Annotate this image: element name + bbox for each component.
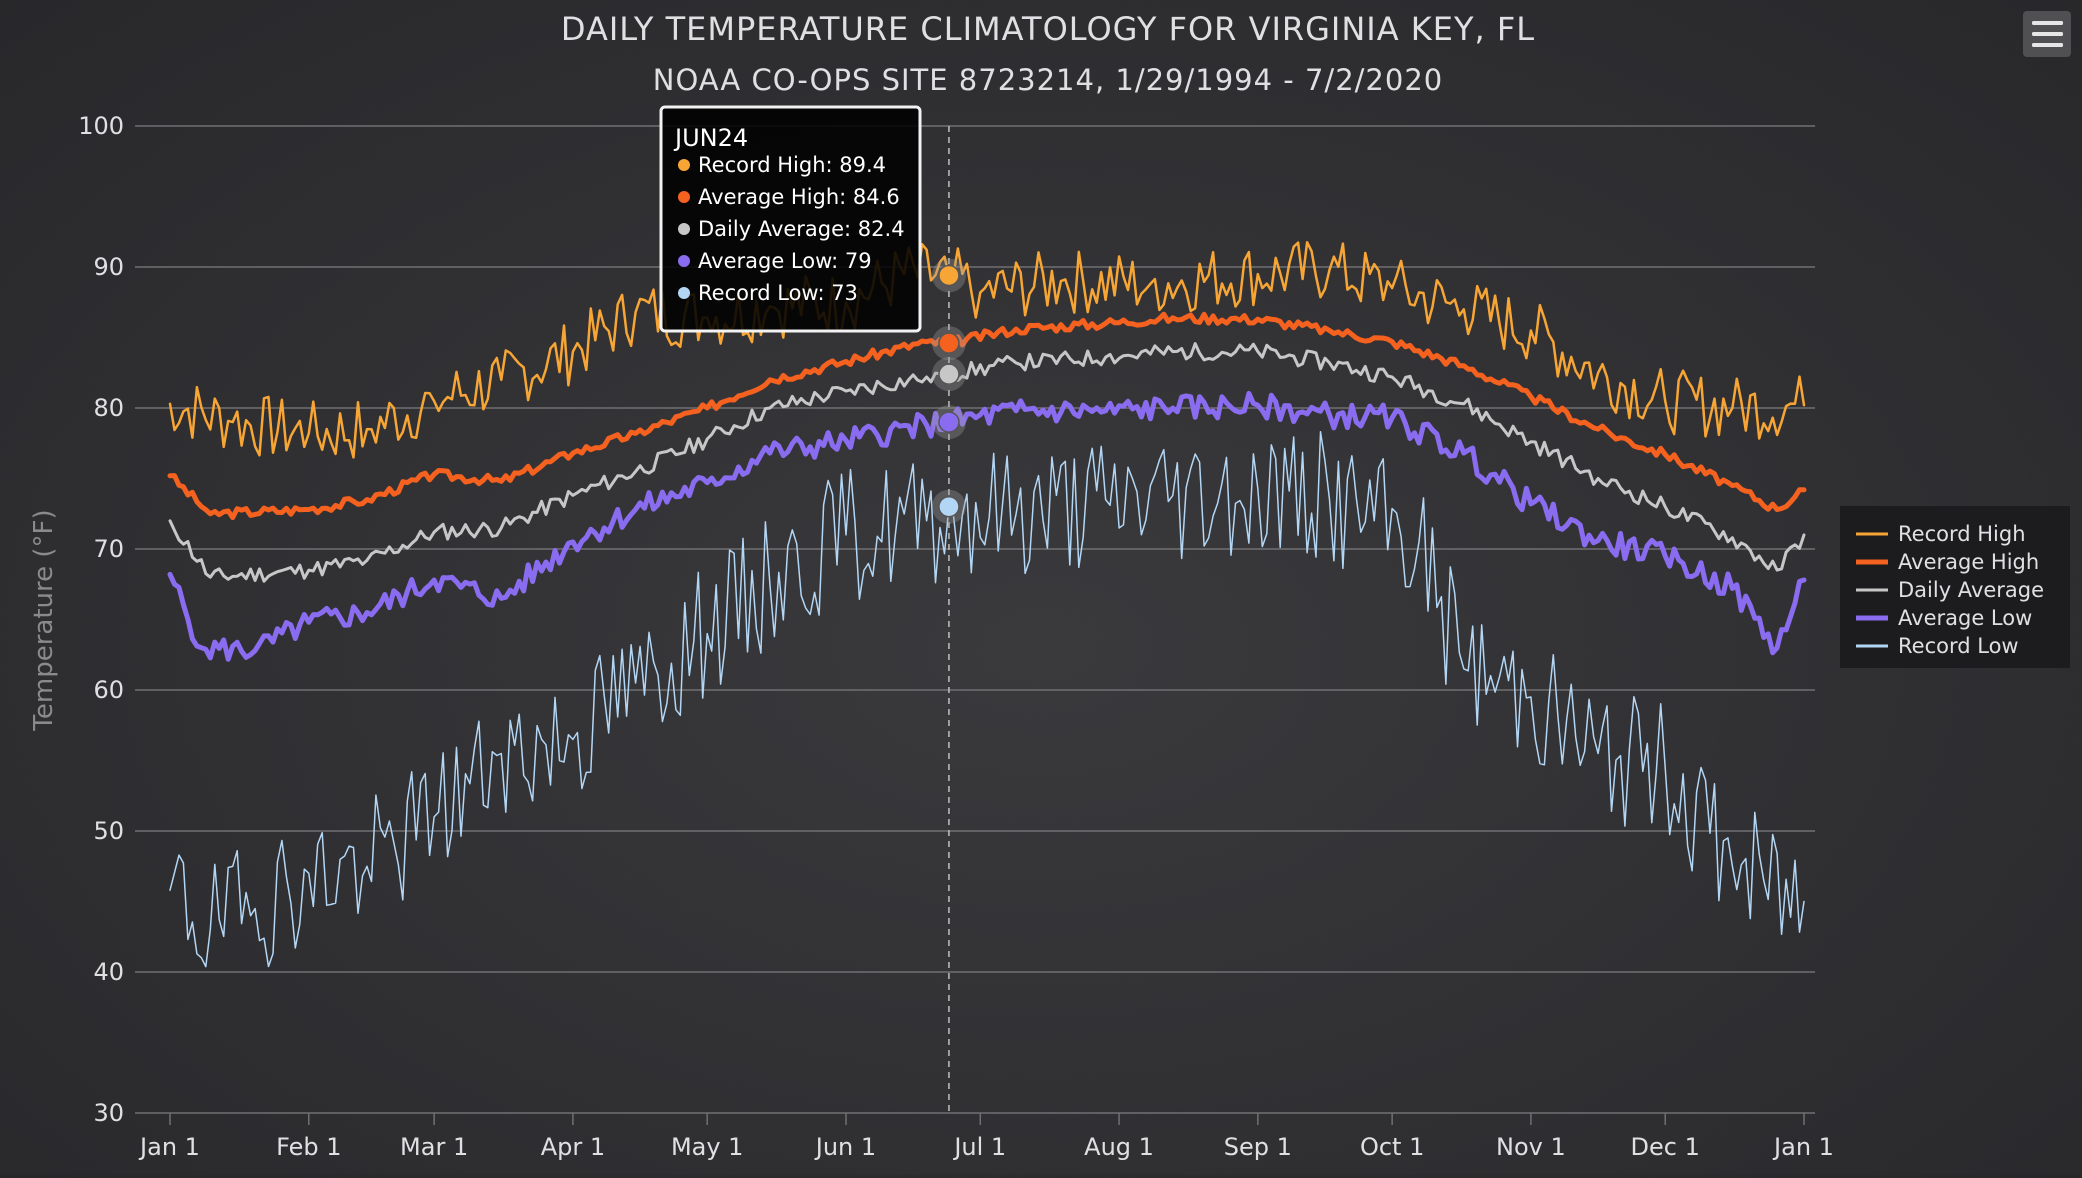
legend-item-label: Average High [1898,550,2039,574]
y-tick-label: 70 [93,535,124,563]
tooltip-title: JUN24 [673,124,748,152]
tooltip-bullet [678,287,690,299]
x-tick-label: Oct 1 [1360,1133,1424,1161]
hover-marker [938,495,960,518]
series-line-record-high[interactable] [168,240,1806,459]
legend-item-label: Average Low [1898,606,2032,630]
tooltip-box [659,105,922,333]
y-tick-label: 100 [78,112,124,140]
legend-item-label: Record High [1898,522,2026,546]
hover-marker [938,264,960,287]
series-line-daily-average[interactable] [168,342,1806,583]
series-line-record-low[interactable] [169,431,1805,968]
series-lines[interactable] [167,240,1807,968]
legend-item-label: Daily Average [1898,578,2044,602]
tooltip-row: Record High: 89.4 [698,153,886,177]
x-tick-label: Jan 1 [138,1133,200,1161]
tooltip-row: Average Low: 79 [698,249,872,273]
legend: Record High Average High Daily Average Aver… [1840,506,2070,668]
x-tick-label: Nov 1 [1496,1133,1566,1161]
x-tick-label: Dec 1 [1631,1133,1700,1161]
chart-subtitle: NOAA CO-OPS SITE 8723214, 1/29/1994 - 7/… [653,63,1443,97]
chart-title: DAILY TEMPERATURE CLIMATOLOGY FOR VIRGIN… [561,10,1535,48]
chart-menu-button[interactable] [2023,11,2071,57]
tooltip-bullet [678,159,690,171]
x-tick-label: May 1 [671,1133,744,1161]
y-tick-label: 80 [93,394,124,422]
hover-markers [931,258,966,524]
x-tick-label: Jul 1 [952,1133,1006,1161]
tooltip-bullet [678,223,690,235]
series-line-average-high[interactable] [167,311,1807,521]
y-tick-label: 30 [93,1099,124,1127]
x-tick-label: Aug 1 [1084,1133,1154,1161]
tooltip-row: Record Low: 73 [698,281,858,305]
grid-lines [135,125,1815,1114]
hamburger-menu-icon[interactable] [2032,21,2063,47]
tooltip: JUN24 Record High: 89.4 Average High: 84.… [659,105,922,333]
x-tick-label: Jan 1 [1772,1133,1834,1161]
y-tick-label: 90 [93,253,124,281]
tooltip-bullet [678,191,690,203]
y-tick-label: 40 [93,958,124,986]
x-tick-label: Mar 1 [400,1133,468,1161]
legend-item-label: Record Low [1898,634,2019,658]
y-axis-label: Temperature (°F) [29,509,59,731]
x-tick-label: Sep 1 [1224,1133,1292,1161]
hover-marker [938,332,960,354]
y-axis-ticks: 100 90 80 70 60 50 40 30 [78,112,124,1127]
x-tick-label: Feb 1 [276,1133,341,1161]
tooltip-bullet [678,255,690,267]
x-axis-ticks: Jan 1 Feb 1 Mar 1 Apr 1 May 1 Jun 1 Jul 1 Aug 1… [138,1113,1834,1161]
hover-marker [938,363,960,385]
hover-marker [938,411,960,433]
tooltip-row: Daily Average: 82.4 [698,217,905,241]
x-tick-label: Apr 1 [541,1133,605,1161]
x-tick-label: Jun 1 [814,1133,876,1161]
y-tick-label: 50 [93,817,124,845]
y-tick-label: 60 [93,676,124,704]
series-line-average-low[interactable] [167,390,1807,662]
tooltip-row: Average High: 84.6 [698,185,900,209]
